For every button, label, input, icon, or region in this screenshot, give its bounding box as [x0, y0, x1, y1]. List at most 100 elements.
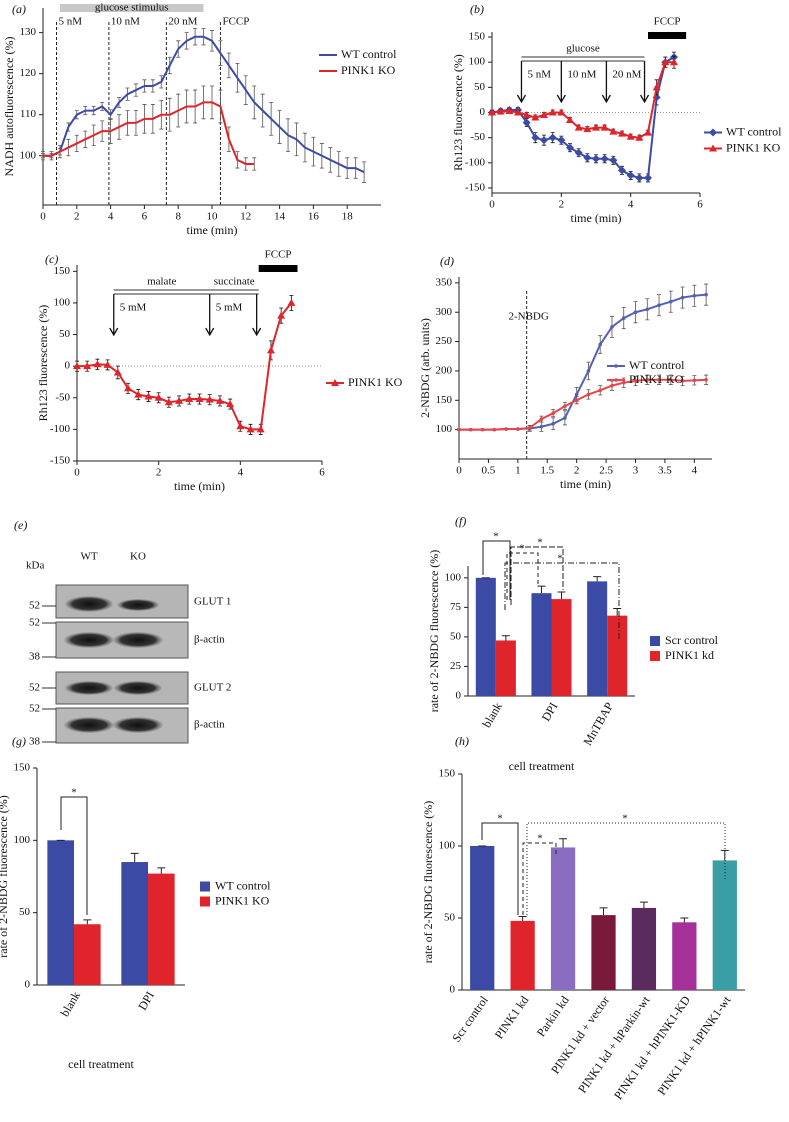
star: *: [537, 537, 543, 549]
point: [592, 154, 600, 163]
point: [618, 166, 626, 175]
point: [522, 118, 531, 127]
point: [574, 398, 579, 403]
point: [124, 384, 133, 392]
chart-line: (b) Rh123 fluorescence (%) 150 100 50 0 -50 -10…: [451, 2, 782, 225]
x-axis-title: time (min): [560, 477, 611, 491]
point: [557, 136, 566, 145]
point: [557, 108, 566, 116]
point: [531, 113, 540, 121]
kda-marker: 52: [29, 682, 40, 694]
event-arrow: [516, 61, 527, 104]
point: [246, 425, 255, 433]
bracket: [526, 822, 726, 915]
bar: [712, 860, 737, 990]
error-bar: [680, 917, 689, 923]
point: [548, 108, 557, 116]
y-tick-label: 100: [14, 834, 31, 846]
point: [256, 425, 265, 433]
point: [514, 108, 522, 116]
point: [551, 411, 555, 416]
stimulus-bar: [59, 4, 204, 12]
error-bar: [557, 591, 566, 600]
x-tick-label: 2: [559, 199, 565, 211]
x-tick-label: 0: [74, 467, 80, 479]
point: [692, 293, 697, 298]
bracket: [481, 822, 519, 915]
x-tick-label: 2: [574, 465, 580, 477]
star: *: [537, 833, 543, 845]
point: [522, 111, 531, 119]
stimulus-bar: [521, 56, 645, 62]
y-tick-label: 50: [474, 81, 486, 93]
event-arrow: [639, 61, 650, 104]
event-label: 10 nM: [567, 69, 596, 81]
x-axis-title: cell treatment: [509, 759, 575, 773]
x-tick-label: blank: [479, 700, 504, 730]
legend-label: WT control: [629, 358, 685, 372]
y-tick-label: 100: [20, 149, 37, 161]
y-tick-label: 250: [436, 335, 453, 347]
x-tick-label: 0: [40, 211, 46, 223]
point: [175, 396, 184, 404]
point: [583, 125, 592, 133]
legend-label: PINK1 KO: [215, 893, 270, 907]
x-tick-label: 2: [74, 211, 80, 223]
y-axis-title: rate of 2-NBDG fluorescence (%): [0, 795, 10, 958]
legend-swatch: [200, 881, 210, 892]
panel-label: (c): [45, 252, 58, 266]
point: [614, 378, 618, 382]
point: [644, 173, 652, 182]
chart-line: (d) 2-NBDG (arb. units) 100 150 200 250 300 350…: [418, 254, 712, 491]
star: *: [71, 787, 77, 799]
point: [331, 379, 339, 386]
legend-label: PINK1 KO: [726, 140, 781, 154]
legend-label: PINK1 KO: [341, 63, 396, 77]
event-label: 5 mM: [120, 302, 147, 314]
y-tick-label: 150: [54, 265, 71, 277]
panel-label: (d): [440, 254, 454, 268]
point: [633, 379, 638, 383]
point: [621, 316, 626, 320]
y-tick-label: -100: [50, 423, 71, 435]
point: [563, 416, 567, 420]
point: [644, 128, 652, 136]
point: [626, 132, 635, 140]
y-tick-label: 50: [444, 912, 456, 924]
x-axis-title: time (min): [187, 223, 238, 237]
error-bar: [501, 635, 510, 641]
point: [657, 303, 661, 307]
bar: [587, 581, 608, 696]
y-tick-label: -150: [50, 455, 71, 467]
point: [480, 427, 485, 432]
y-tick-label: -150: [465, 182, 486, 194]
legend-label: PINK1 KO: [348, 375, 403, 389]
x-tick-label: 3: [633, 465, 639, 477]
legend-label: WT control: [726, 124, 782, 138]
event-label: FCCP: [222, 16, 249, 28]
lane-label: WT: [80, 551, 97, 563]
y-tick-label: -50: [470, 131, 485, 143]
panel-label: (f): [455, 514, 466, 528]
bar: [591, 915, 616, 990]
y-tick-label: 0: [65, 360, 71, 372]
point: [103, 360, 112, 368]
y-tick-label: 150: [469, 31, 486, 43]
point: [635, 133, 644, 141]
point: [287, 298, 296, 306]
event-label: 5 nM: [59, 16, 83, 28]
y-axis-title: rate of 2-NBDG fluorescence (%): [427, 550, 441, 713]
event-label: 5 mM: [216, 302, 243, 314]
row-label: β-actin: [194, 634, 225, 646]
bracket: [482, 540, 511, 600]
point: [505, 106, 514, 114]
error-bar: [599, 907, 608, 916]
y-tick-label: 150: [14, 762, 31, 774]
error-bar: [518, 916, 527, 921]
blot-band: [113, 632, 163, 648]
significance-brackets: [60, 540, 726, 915]
marker-tick: [42, 605, 56, 743]
y-tick-label: -50: [55, 391, 70, 403]
point: [669, 299, 673, 304]
